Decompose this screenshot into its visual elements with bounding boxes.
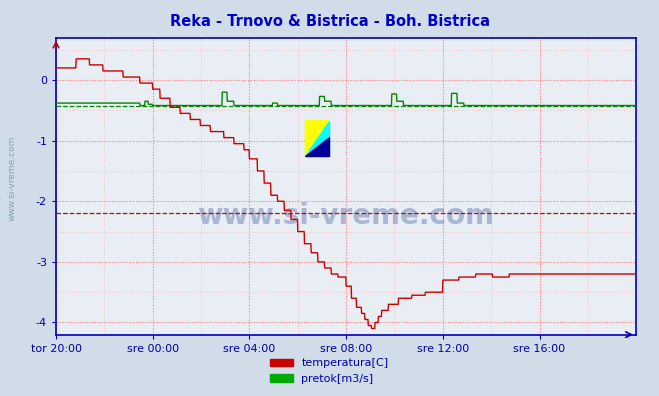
Text: www.si-vreme.com: www.si-vreme.com [198,202,494,230]
Text: www.si-vreme.com: www.si-vreme.com [8,135,17,221]
Text: Reka - Trnovo & Bistrica - Boh. Bistrica: Reka - Trnovo & Bistrica - Boh. Bistrica [169,14,490,29]
Polygon shape [305,121,329,156]
Polygon shape [305,121,329,156]
Legend: temperatura[C], pretok[m3/s]: temperatura[C], pretok[m3/s] [266,354,393,388]
Polygon shape [305,137,329,156]
